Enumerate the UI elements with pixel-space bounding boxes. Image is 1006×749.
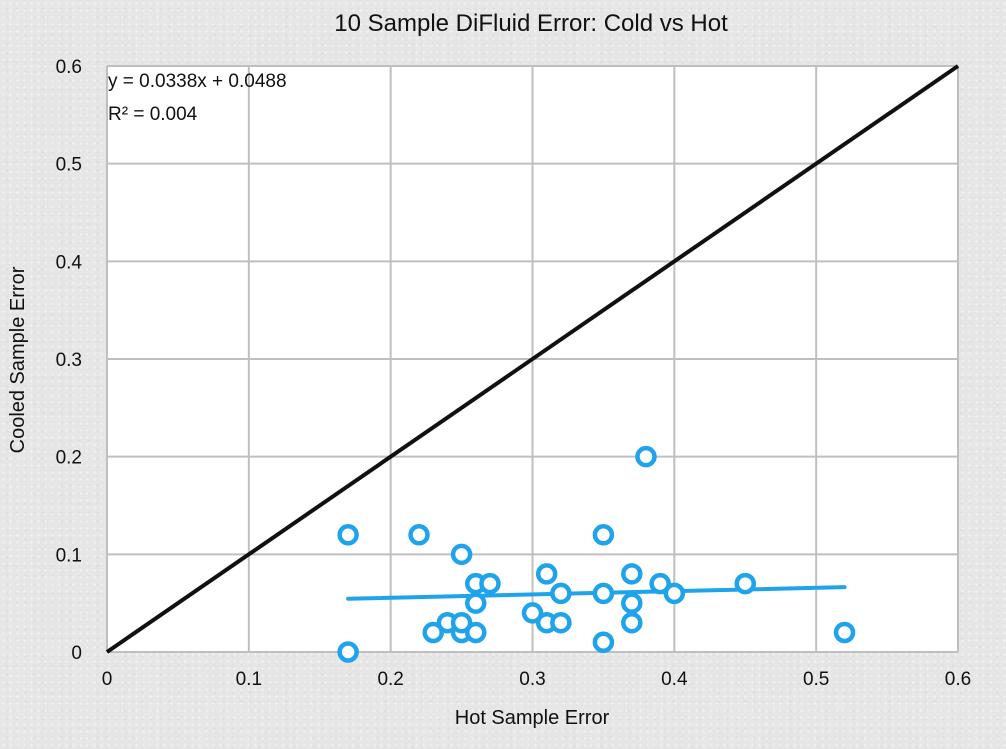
data-point (734, 572, 756, 595)
x-tick-label: 0.4 (661, 669, 688, 690)
chart-title: 10 Sample DiFluid Error: Cold vs Hot (334, 10, 728, 37)
data-point (479, 572, 501, 595)
data-point (550, 611, 572, 634)
data-point (521, 602, 544, 624)
x-tick-label: 0.2 (377, 669, 403, 690)
data-point (649, 572, 671, 595)
y-tick-label: 0.6 (56, 57, 82, 78)
data-point (465, 592, 487, 614)
y-axis-ticks: 0 0.1 0.2 0.3 0.4 0.5 0.6 (56, 57, 83, 664)
data-point (337, 524, 359, 546)
trendline-equation: y = 0.0338x + 0.0488 (108, 71, 287, 92)
data-point (550, 582, 572, 605)
r-squared-label: R² = 0.004 (108, 104, 198, 125)
data-point (833, 621, 856, 644)
y-tick-label: 0.2 (56, 448, 82, 469)
x-tick-label: 0.5 (803, 669, 829, 690)
data-point (450, 543, 473, 566)
data-points (337, 445, 856, 663)
x-tick-label: 0.3 (519, 669, 545, 690)
data-point (621, 592, 643, 614)
data-point (337, 641, 359, 663)
data-point (450, 611, 473, 634)
x-axis-title: Hot Sample Error (455, 707, 610, 729)
y-tick-label: 0.3 (56, 350, 82, 371)
data-point (422, 621, 444, 644)
reference-line (105, 64, 960, 654)
data-point (621, 563, 643, 585)
data-point (635, 445, 657, 468)
reference-line-group (105, 64, 960, 654)
data-point (592, 524, 615, 546)
data-point (535, 563, 558, 585)
y-axis-title: Cooled Sample Error (7, 266, 29, 453)
data-point (465, 621, 487, 644)
data-point (592, 582, 615, 605)
data-point (592, 631, 615, 653)
x-tick-label: 0.6 (945, 669, 971, 690)
y-tick-label: 0.5 (56, 155, 82, 176)
x-tick-label: 0 (102, 669, 113, 690)
data-point (408, 524, 430, 546)
x-axis-ticks: 0 0.1 0.2 0.3 0.4 0.5 0.6 (102, 669, 972, 690)
y-tick-label: 0.1 (56, 545, 82, 566)
data-point (621, 611, 643, 634)
y-tick-label: 0.4 (56, 252, 83, 273)
x-tick-label: 0.1 (236, 669, 262, 690)
data-point (663, 582, 686, 605)
y-tick-label: 0 (71, 643, 82, 664)
